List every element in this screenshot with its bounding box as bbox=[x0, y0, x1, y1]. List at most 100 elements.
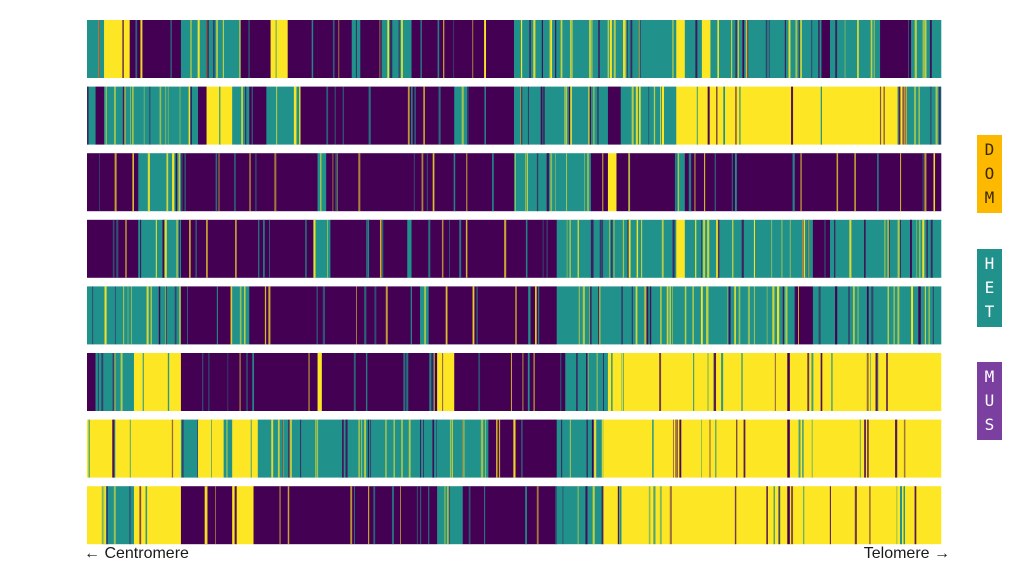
segment-stripe bbox=[101, 486, 104, 545]
segment-stripe bbox=[433, 353, 435, 411]
segment-stripe bbox=[529, 20, 531, 78]
segment-stripe bbox=[628, 153, 631, 212]
segment-stripe bbox=[623, 353, 624, 411]
segment-stripe bbox=[426, 153, 428, 212]
segment-stripe bbox=[721, 353, 724, 411]
segment-het bbox=[556, 486, 604, 545]
segment-stripe bbox=[578, 286, 580, 345]
segment-stripe bbox=[289, 419, 292, 478]
segment-stripe bbox=[621, 353, 623, 411]
segment-stripe bbox=[424, 286, 426, 345]
segment-stripe bbox=[848, 286, 850, 345]
segment-mus bbox=[180, 286, 233, 345]
segment-stripe bbox=[520, 419, 523, 478]
segment-stripe bbox=[205, 20, 208, 78]
segment-stripe bbox=[734, 153, 737, 212]
segment-stripe bbox=[174, 286, 177, 345]
segment-mus bbox=[249, 286, 421, 345]
segment-stripe bbox=[239, 353, 241, 411]
track-1 bbox=[87, 20, 942, 78]
segment-stripe bbox=[239, 20, 241, 78]
segment-stripe bbox=[731, 153, 733, 212]
segment-stripe bbox=[263, 219, 265, 278]
segment-stripe bbox=[250, 419, 252, 478]
segment-stripe bbox=[619, 486, 622, 545]
segment-stripe bbox=[496, 419, 498, 478]
segment-stripe bbox=[798, 286, 799, 345]
segment-stripe bbox=[528, 286, 530, 345]
segment-stripe bbox=[802, 219, 804, 278]
segment-stripe bbox=[182, 419, 184, 478]
segment-stripe bbox=[466, 153, 468, 212]
segment-stripe bbox=[914, 486, 917, 545]
segment-stripe bbox=[644, 286, 647, 345]
segment-stripe bbox=[345, 419, 348, 478]
segment-dom bbox=[607, 353, 788, 411]
segment-stripe bbox=[684, 286, 687, 345]
segment-mus bbox=[411, 20, 515, 78]
segment-stripe bbox=[857, 286, 859, 345]
segment-stripe bbox=[560, 353, 562, 411]
segment-stripe bbox=[674, 153, 677, 212]
segment-mus bbox=[249, 86, 267, 145]
segment-stripe bbox=[373, 486, 376, 545]
segment-stripe bbox=[423, 419, 424, 478]
segment-stripe bbox=[854, 486, 857, 545]
segment-stripe bbox=[255, 153, 257, 212]
segment-stripe bbox=[536, 486, 539, 545]
segment-stripe bbox=[831, 353, 833, 411]
segment-stripe bbox=[922, 219, 925, 278]
segment-stripe bbox=[356, 286, 358, 345]
segment-stripe bbox=[401, 419, 403, 478]
segment-stripe bbox=[924, 286, 926, 345]
segment-stripe bbox=[258, 219, 260, 278]
segment-mus bbox=[287, 20, 318, 78]
legend-letter: O bbox=[984, 164, 995, 183]
segment-stripe bbox=[709, 419, 711, 478]
segment-stripe bbox=[903, 419, 906, 478]
segment-mus bbox=[684, 153, 942, 212]
segment-stripe bbox=[753, 219, 755, 278]
legend-letter: T bbox=[984, 302, 995, 321]
segment-stripe bbox=[188, 86, 191, 145]
segment-stripe bbox=[420, 20, 422, 78]
segment-stripe bbox=[527, 353, 530, 411]
segment-stripe bbox=[534, 286, 537, 345]
segment-stripe bbox=[877, 153, 879, 212]
segment-stripe bbox=[252, 353, 255, 411]
segment-stripe bbox=[370, 419, 371, 478]
segment-stripe bbox=[818, 20, 820, 78]
segment-stripe bbox=[472, 286, 475, 345]
segment-stripe bbox=[735, 20, 738, 78]
segment-stripe bbox=[159, 86, 162, 145]
segment-stripe bbox=[577, 486, 579, 545]
legend-letter: S bbox=[984, 415, 995, 434]
segment-stripe bbox=[316, 419, 319, 478]
segment-stripe bbox=[569, 219, 571, 278]
segment-stripe bbox=[592, 486, 594, 545]
segment-stripe bbox=[114, 353, 116, 411]
segment-stripe bbox=[216, 286, 218, 345]
segment-stripe bbox=[484, 86, 486, 145]
segment-stripe bbox=[791, 486, 794, 545]
segment-stripe bbox=[928, 286, 930, 345]
segment-stripe bbox=[197, 20, 200, 78]
segment-stripe bbox=[794, 286, 797, 345]
segment-stripe bbox=[305, 219, 307, 278]
segment-mus bbox=[321, 353, 438, 411]
segment-stripe bbox=[101, 353, 104, 411]
segment-mus bbox=[180, 353, 246, 411]
segment-stripe bbox=[175, 153, 178, 212]
segment-stripe bbox=[537, 286, 540, 345]
segment-stripe bbox=[608, 219, 610, 278]
segment-stripe bbox=[899, 219, 901, 278]
segment-stripe bbox=[114, 86, 116, 145]
segment-stripe bbox=[361, 419, 363, 478]
segment-stripe bbox=[738, 286, 741, 345]
segment-stripe bbox=[666, 286, 669, 345]
segment-stripe bbox=[234, 153, 236, 212]
segment-dom bbox=[789, 353, 942, 411]
segment-het bbox=[257, 419, 455, 478]
segment-stripe bbox=[113, 486, 116, 545]
